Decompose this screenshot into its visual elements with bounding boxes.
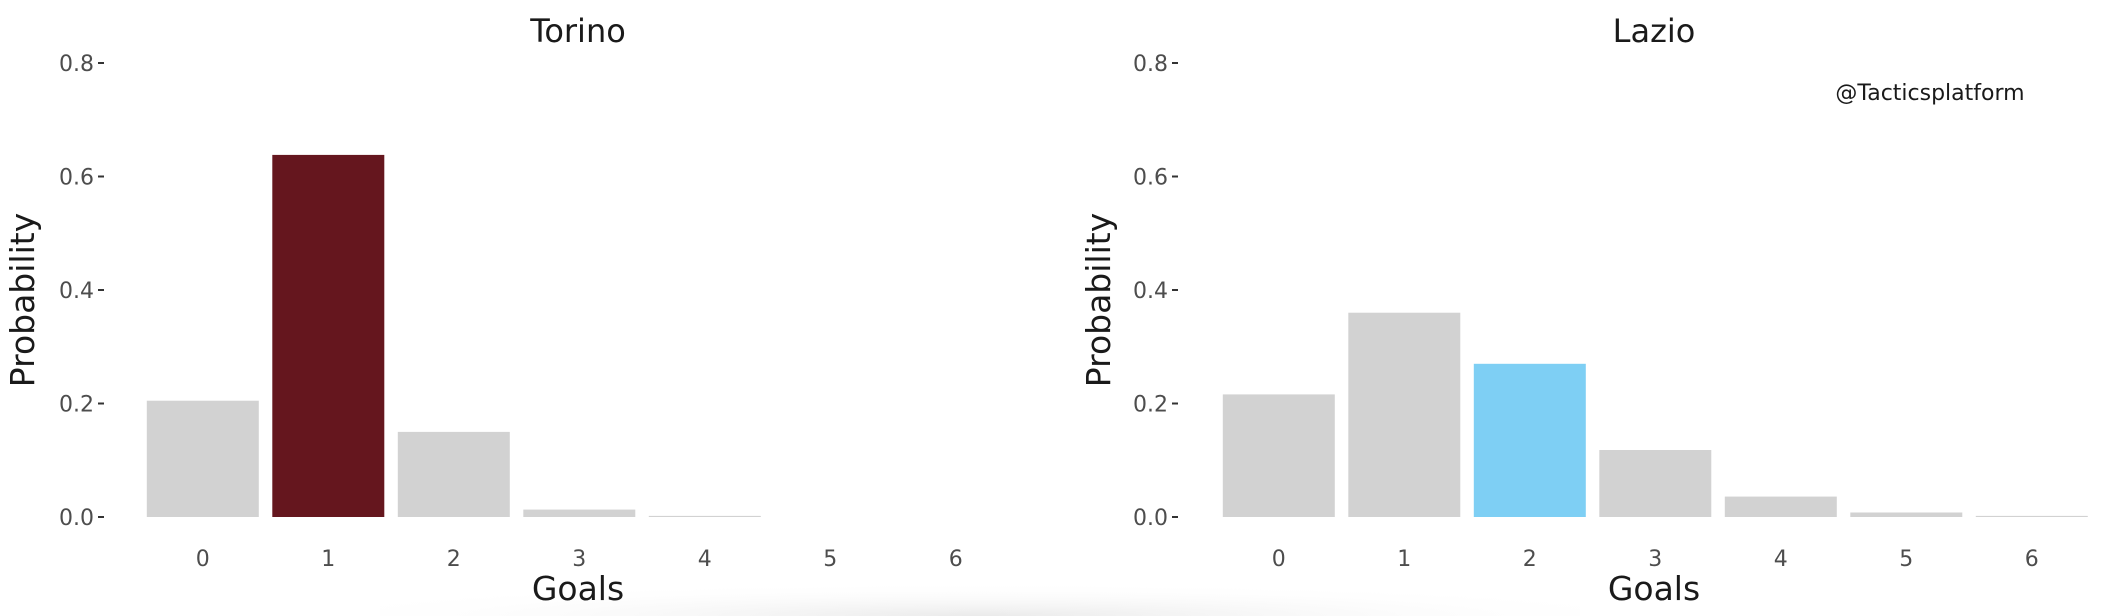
bar-goals-0 [146, 400, 259, 517]
bar-goals-0 [1222, 394, 1335, 517]
bar-goals-1 [1348, 312, 1461, 517]
x-tick-label: 3 [572, 547, 586, 572]
y-tick-label: 0.4 [1133, 279, 1168, 304]
y-tick-group: 0.0 0.2 0.4 0.6 0.8 [1133, 52, 1178, 531]
x-tick-group: 0 1 2 3 4 5 6 [1272, 547, 2039, 572]
bar-goals-6 [1975, 515, 2088, 517]
x-tick-label: 0 [1272, 547, 1286, 572]
bar-goals-4 [648, 515, 761, 517]
x-axis-title: Goals [532, 569, 624, 608]
bar-goals-2 [1473, 363, 1586, 517]
bar-goals-5 [1850, 512, 1963, 517]
x-tick-label: 2 [1523, 547, 1537, 572]
x-tick-label: 1 [321, 547, 335, 572]
x-tick-group: 0 1 2 3 4 5 6 [196, 547, 963, 572]
x-tick-label: 0 [196, 547, 210, 572]
y-tick-label: 0.6 [1133, 166, 1168, 191]
y-tick-label: 0.4 [59, 279, 94, 304]
bar-goals-1 [272, 154, 385, 517]
y-tick-label: 0.0 [59, 506, 94, 531]
watermark-text: @Tacticsplatform [1835, 81, 2024, 106]
y-axis-title: Probability [1079, 213, 1118, 387]
y-axis-title: Probability [3, 213, 42, 387]
bottom-shadow [380, 560, 1580, 616]
x-tick-label: 5 [823, 547, 837, 572]
y-tick-label: 0.0 [1133, 506, 1168, 531]
y-tick-label: 0.8 [1133, 52, 1168, 77]
x-tick-label: 4 [698, 547, 712, 572]
x-tick-label: 2 [447, 547, 461, 572]
y-tick-label: 0.6 [59, 166, 94, 191]
x-tick-label: 5 [1899, 547, 1913, 572]
x-tick-label: 6 [2025, 547, 2039, 572]
x-tick-label: 4 [1774, 547, 1788, 572]
x-tick-label: 3 [1648, 547, 1662, 572]
y-tick-label: 0.2 [1133, 393, 1168, 418]
y-tick-label: 0.2 [59, 393, 94, 418]
bar-goals-2 [397, 431, 510, 517]
lazio-panel: Lazio Goals Probability @Tacticsplatform… [1079, 12, 2088, 608]
panel-title: Torino [529, 12, 626, 50]
x-tick-label: 1 [1397, 547, 1411, 572]
x-tick-label: 6 [949, 547, 963, 572]
bar-goals-3 [523, 509, 636, 517]
bar-goals-4 [1724, 496, 1837, 517]
bar-goals-3 [1599, 450, 1712, 517]
panel-title: Lazio [1613, 12, 1696, 50]
x-axis-title: Goals [1608, 569, 1700, 608]
y-tick-group: 0.0 0.2 0.4 0.6 0.8 [59, 52, 104, 531]
y-tick-label: 0.8 [59, 52, 94, 77]
bar-group [1222, 312, 2088, 517]
bar-group [146, 154, 761, 517]
